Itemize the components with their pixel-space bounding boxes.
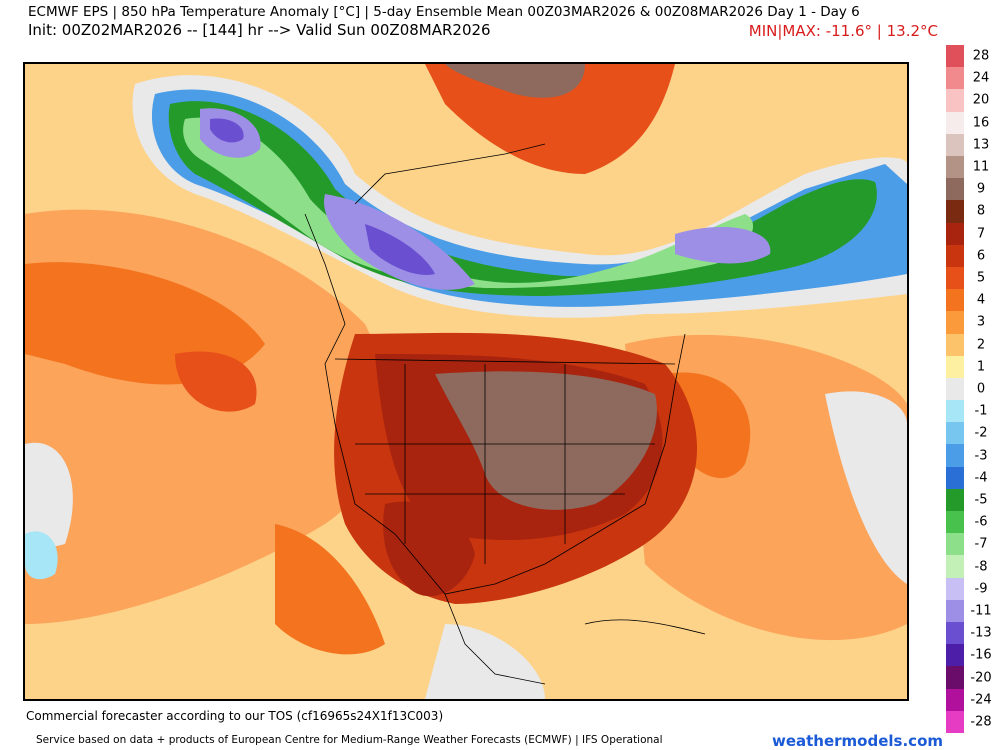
legend-label: 28 [972, 48, 990, 64]
legend-swatch [946, 89, 964, 113]
legend-swatch [946, 644, 964, 667]
legend-swatch [946, 622, 964, 645]
legend-swatch [946, 400, 964, 423]
legend-label: -3 [974, 448, 988, 464]
legend-swatch [946, 533, 964, 556]
legend-swatch [946, 244, 964, 268]
legend-label: 8 [976, 203, 986, 219]
legend-swatch [946, 488, 964, 512]
anomaly-map-graphic [25, 64, 907, 699]
legend-swatch [946, 266, 964, 290]
legend-swatch [946, 577, 964, 601]
legend-label: 0 [976, 381, 986, 397]
legend-label: -16 [970, 647, 992, 663]
legend-label: 1 [976, 359, 986, 375]
legend-label: -1 [974, 403, 988, 419]
legend-swatch [946, 355, 964, 379]
legend-label: -4 [974, 470, 988, 486]
legend-label: 5 [976, 270, 986, 286]
legend-label: 13 [972, 137, 990, 153]
legend-swatch [946, 289, 964, 312]
legend-swatch [946, 155, 964, 179]
map-title: ECMWF EPS | 850 hPa Temperature Anomaly … [28, 4, 860, 20]
legend-label: 20 [972, 92, 990, 108]
legend-label: 11 [972, 159, 990, 175]
legend-swatch [946, 688, 964, 712]
anomaly-map [23, 62, 909, 701]
color-legend [946, 45, 964, 734]
legend-swatch [946, 111, 964, 135]
legend-label: -28 [970, 714, 992, 730]
legend-swatch [946, 333, 964, 357]
legend-label: 2 [976, 337, 986, 353]
legend-label: -6 [974, 514, 988, 530]
legend-label: -7 [974, 536, 988, 552]
legend-label: 24 [972, 70, 990, 86]
legend-label: 6 [976, 248, 986, 264]
legend-label: -13 [970, 625, 992, 641]
legend-label: 7 [976, 226, 986, 242]
legend-label: -9 [974, 581, 988, 597]
legend-label: 16 [972, 115, 990, 131]
brand-link[interactable]: weathermodels.com [771, 732, 943, 750]
legend-swatch [946, 222, 964, 246]
legend-swatch [946, 67, 964, 90]
legend-swatch [946, 377, 964, 401]
legend-swatch [946, 710, 964, 734]
tos-note: Commercial forecaster according to our T… [26, 709, 444, 723]
legend-label: -24 [970, 692, 992, 708]
legend-swatch [946, 200, 964, 224]
legend-swatch [946, 555, 964, 579]
legend-swatch [946, 466, 964, 490]
legend-label: 3 [976, 314, 986, 330]
legend-label: 9 [976, 181, 986, 197]
legend-label: -20 [970, 670, 992, 686]
legend-swatch [946, 311, 964, 334]
legend-swatch [946, 133, 964, 157]
legend-swatch [946, 178, 964, 201]
legend-swatch [946, 599, 964, 623]
legend-swatch [946, 45, 964, 68]
legend-swatch [946, 666, 964, 690]
init-valid-line: Init: 00Z02MAR2026 -- [144] hr --> Valid… [28, 21, 491, 39]
min-max-readout: MIN|MAX: -11.6° | 13.2°C [748, 22, 938, 40]
legend-label: 4 [976, 292, 986, 308]
legend-swatch [946, 444, 964, 468]
legend-label: -11 [970, 603, 992, 619]
legend-label: -2 [974, 425, 988, 441]
legend-swatch [946, 422, 964, 445]
service-note: Service based on data + products of Euro… [36, 734, 663, 746]
legend-label: -5 [974, 492, 988, 508]
legend-swatch [946, 511, 964, 534]
legend-label: -8 [974, 559, 988, 575]
